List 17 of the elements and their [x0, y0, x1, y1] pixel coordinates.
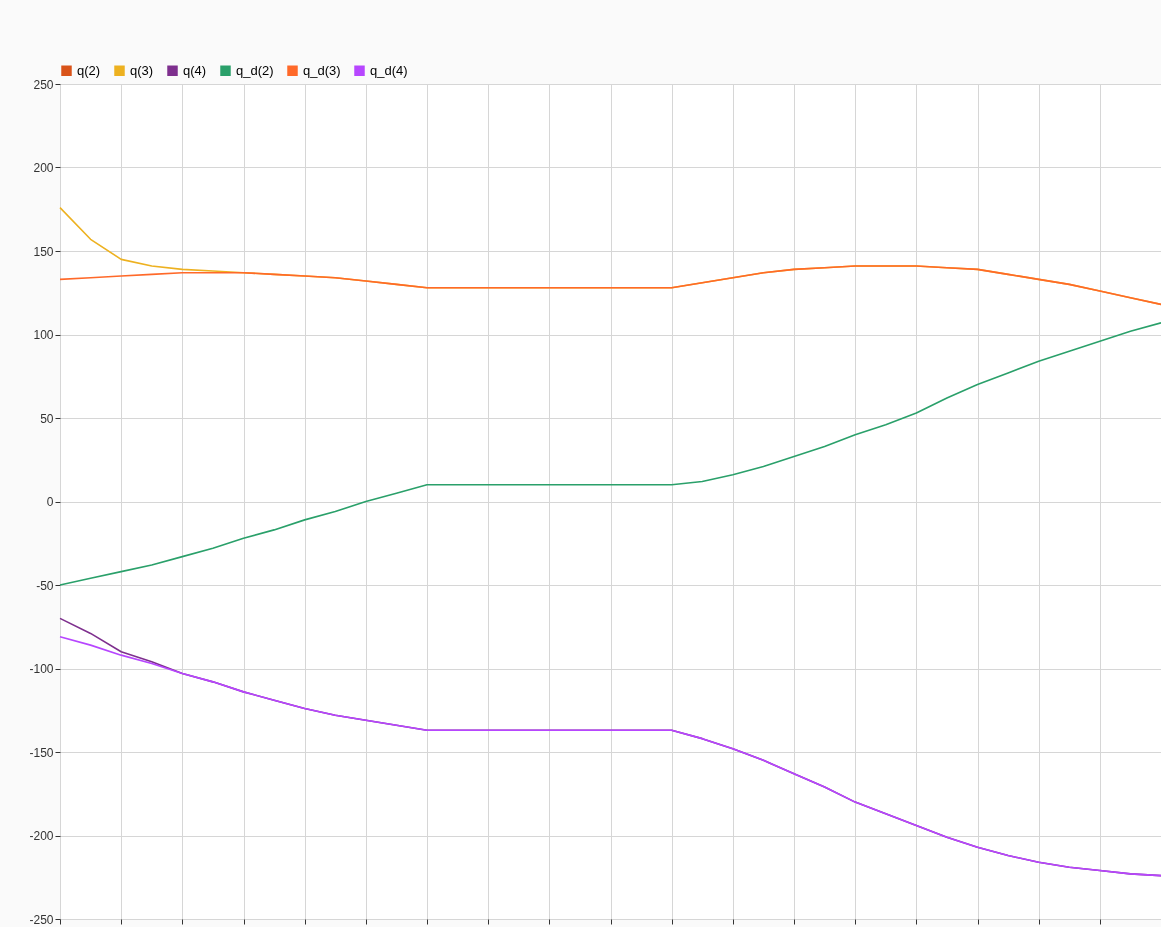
- legend-label: q(4): [183, 62, 207, 78]
- y-tick-label: -50: [36, 578, 54, 593]
- y-tick-label: 150: [33, 244, 54, 259]
- y-tick-label: 0: [46, 495, 54, 509]
- legend-label: q_d(2): [236, 62, 274, 78]
- y-tick-label: 100: [33, 328, 54, 342]
- legend-label: q_d(4): [370, 62, 408, 78]
- y-tick-label: -200: [29, 829, 54, 843]
- legend-label: q(2): [77, 62, 101, 78]
- y-tick-label: -250: [29, 912, 54, 927]
- y-tick-label: 50: [40, 411, 54, 426]
- legend-label: q_d(3): [303, 62, 341, 78]
- y-tick-label: 250: [33, 77, 54, 92]
- y-tick-label: -100: [29, 662, 54, 676]
- legend-label: q(3): [130, 62, 154, 78]
- y-tick-label: -150: [29, 745, 54, 760]
- y-tick-label: 200: [33, 161, 54, 175]
